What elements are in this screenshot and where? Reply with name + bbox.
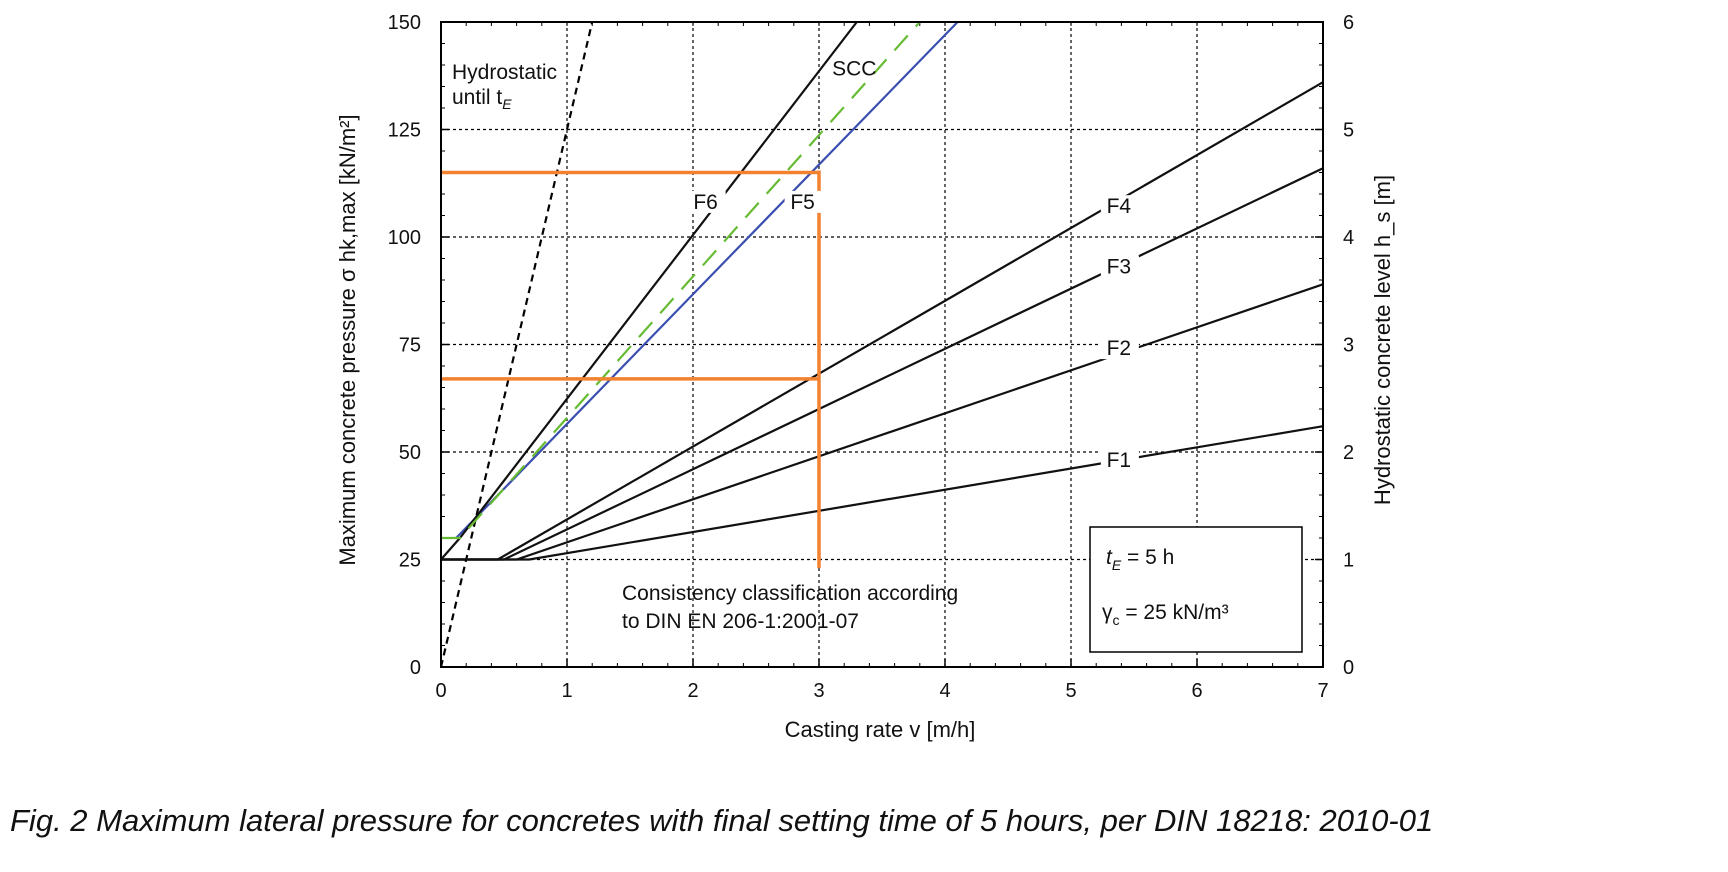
series-line-f2 bbox=[441, 283, 1324, 561]
label-bg-f5 bbox=[784, 190, 823, 213]
param-gamma-sub: c bbox=[1113, 612, 1120, 628]
y-tick-label: 125 bbox=[388, 120, 421, 142]
y-tick-label: 25 bbox=[399, 550, 421, 572]
param-gamma-symbol: γ bbox=[1102, 601, 1113, 624]
y2-tick-label: 1 bbox=[1343, 550, 1354, 572]
y2-tick-label: 5 bbox=[1343, 120, 1354, 142]
y2-tick-label: 0 bbox=[1343, 657, 1354, 679]
series-label-f4: F4 bbox=[1107, 195, 1132, 218]
y2-tick-label: 4 bbox=[1343, 227, 1354, 249]
figure-caption: Fig. 2 Maximum lateral pressure for conc… bbox=[10, 803, 1434, 838]
param-te-value: = 5 h bbox=[1121, 546, 1174, 569]
plot-frame bbox=[440, 21, 1324, 668]
x-tick-label: 5 bbox=[1065, 680, 1076, 702]
y2-axis-title: Hydrostatic concrete level h_s [m] bbox=[1370, 175, 1395, 505]
y-tick-label: 100 bbox=[388, 227, 421, 249]
x-axis-title: Casting rate v [m/h] bbox=[785, 717, 976, 742]
parameter-box bbox=[1089, 526, 1303, 653]
x-tick-label: 4 bbox=[939, 680, 950, 702]
y-tick-label: 150 bbox=[388, 12, 421, 34]
x-tick-label: 7 bbox=[1317, 680, 1328, 702]
hydrostatic-until-label: until tE bbox=[452, 86, 512, 112]
param-te-sub: E bbox=[1112, 557, 1122, 573]
param-te: tE = 5 h bbox=[1106, 546, 1174, 573]
x-tick-label: 6 bbox=[1191, 680, 1202, 702]
consistency-note-line2: to DIN EN 206-1:2001-07 bbox=[622, 610, 859, 633]
series-group bbox=[439, 21, 1324, 668]
series-line-scc bbox=[441, 21, 921, 540]
label-bg-scc bbox=[836, 57, 875, 80]
label-bg-f4 bbox=[1100, 195, 1139, 218]
series-line-f5 bbox=[455, 21, 959, 539]
x-tick-label: 1 bbox=[561, 680, 572, 702]
series-label-f5: F5 bbox=[790, 191, 815, 214]
param-gamma: γc = 25 kN/m³ bbox=[1102, 601, 1229, 628]
y-tick-label: 50 bbox=[399, 442, 421, 464]
series-label-f1: F1 bbox=[1107, 449, 1132, 472]
label-bg-f2 bbox=[1100, 337, 1139, 360]
x-tick-label: 0 bbox=[435, 680, 446, 702]
y-tick-label: 75 bbox=[399, 335, 421, 357]
x-tick-label: 2 bbox=[687, 680, 698, 702]
hydrostatic-sub: E bbox=[502, 96, 512, 112]
y2-tick-label: 3 bbox=[1343, 335, 1354, 357]
param-te-symbol: t bbox=[1106, 546, 1113, 569]
series-label-f6: F6 bbox=[693, 191, 718, 214]
y2-tick-label: 6 bbox=[1343, 12, 1354, 34]
param-gamma-value: = 25 kN/m³ bbox=[1120, 601, 1229, 624]
label-bg-f6 bbox=[687, 190, 726, 213]
series-line-f4 bbox=[441, 81, 1324, 561]
hydrostatic-label: Hydrostatic bbox=[452, 61, 557, 84]
label-bg-f3 bbox=[1100, 255, 1139, 278]
y2-tick-label: 2 bbox=[1343, 442, 1354, 464]
y-tick-label: 0 bbox=[410, 657, 421, 679]
series-label-scc: SCC bbox=[832, 58, 876, 81]
y-axis-title: Maximum concrete pressure σ hk,max [kN/m… bbox=[335, 114, 360, 565]
label-bg-f1 bbox=[1100, 448, 1139, 471]
x-tick-label: 3 bbox=[813, 680, 824, 702]
series-label-f2: F2 bbox=[1107, 337, 1132, 360]
series-labels: F1 F2 F3 F4 F5 F6 SCC bbox=[687, 57, 1139, 472]
hydrostatic-until-text: until t bbox=[452, 86, 502, 109]
consistency-note-line1: Consistency classification according bbox=[622, 582, 958, 605]
series-label-f3: F3 bbox=[1107, 255, 1132, 278]
